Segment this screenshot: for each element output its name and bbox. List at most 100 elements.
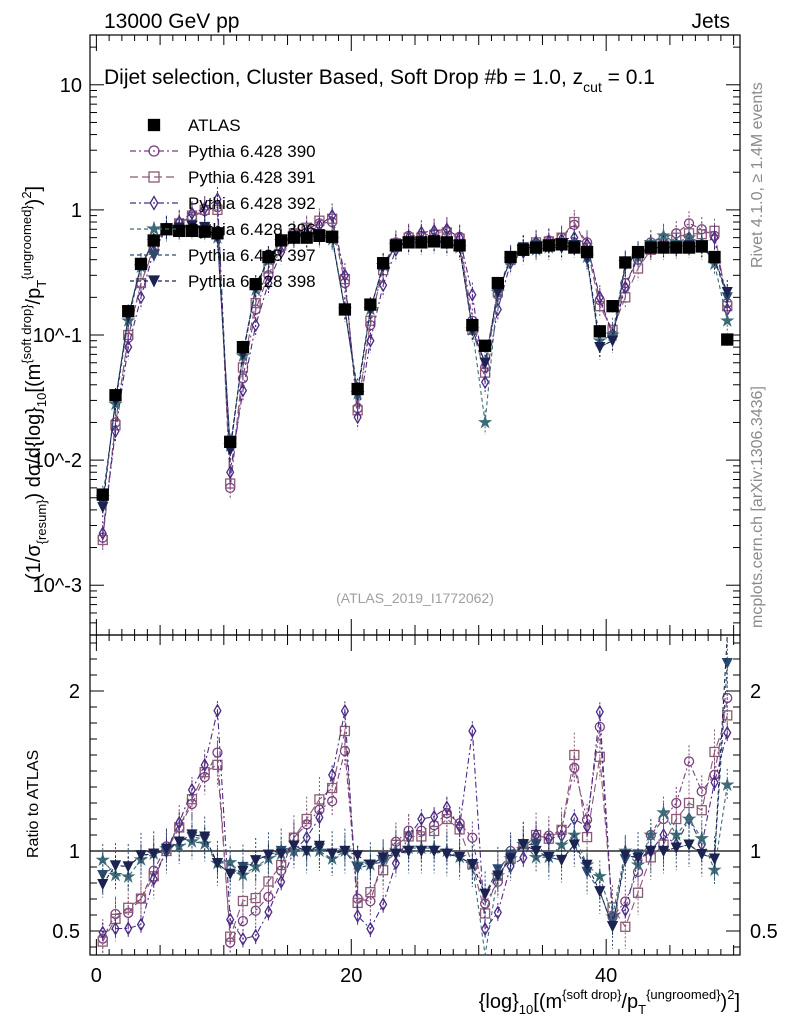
data-point — [656, 228, 671, 242]
ratio-point — [315, 810, 324, 825]
ratio-point — [582, 819, 592, 834]
data-point — [580, 245, 594, 259]
legend-item: Pythia 6.428 391 — [130, 168, 316, 187]
data-point — [264, 275, 273, 291]
ratio-y-tick-label: 1 — [69, 841, 80, 863]
ratio-point — [708, 853, 721, 865]
data-point — [122, 305, 135, 318]
data-point — [402, 236, 415, 249]
ratio-series-6 — [97, 634, 728, 936]
data-point — [477, 414, 493, 429]
legend-label: Pythia 6.428 398 — [188, 272, 316, 291]
y-tick-label: 10^-1 — [33, 325, 82, 347]
ratio-point — [428, 825, 440, 837]
ratio-point — [340, 703, 350, 719]
x-tick-label: 0 — [91, 965, 102, 987]
ratio-point — [364, 859, 376, 871]
data-point — [595, 290, 604, 305]
ratio-series-line — [102, 663, 728, 929]
data-point — [555, 238, 568, 251]
ratio-point — [327, 782, 338, 794]
ratio-point — [594, 751, 605, 762]
legend-marker — [149, 195, 159, 211]
data-point — [251, 317, 260, 333]
ratio-point — [111, 921, 120, 936]
ratio-point — [212, 759, 223, 770]
main-plot-marks — [95, 186, 735, 553]
data-point — [224, 435, 237, 448]
ratio-point — [720, 777, 735, 792]
data-point — [529, 241, 543, 254]
data-point — [708, 250, 721, 264]
data-point — [721, 333, 734, 346]
data-point — [657, 241, 670, 254]
data-point — [491, 276, 504, 290]
data-point — [226, 465, 235, 480]
ratio-point — [709, 746, 720, 758]
ratio-point — [314, 794, 325, 805]
ratio-point — [224, 868, 236, 880]
ratio-point — [454, 852, 466, 864]
ratio-point — [109, 860, 122, 872]
rivet-label: Rivet 4.1.0, ≥ 1.4M events — [749, 82, 766, 268]
ratio-series-1 — [97, 681, 733, 955]
data-point — [338, 303, 352, 316]
data-point — [97, 502, 109, 514]
ratio-point — [543, 852, 555, 864]
ratio-point — [135, 893, 147, 904]
ratio-point — [187, 782, 197, 797]
legend-marker — [147, 249, 161, 262]
ratio-point — [455, 819, 464, 834]
ratio-point — [352, 850, 364, 862]
ratio-y-axis-title: Ratio to ATLAS — [25, 750, 42, 858]
ratio-point — [656, 805, 671, 819]
legend-label: Pythia 6.428 390 — [188, 142, 316, 161]
data-point — [277, 244, 286, 260]
ratio-point — [480, 921, 490, 937]
data-point — [198, 225, 211, 238]
data-point — [134, 257, 148, 271]
ratio-point — [620, 921, 631, 932]
ratio-point — [632, 852, 644, 864]
ratio-point — [250, 892, 261, 904]
data-point — [466, 318, 479, 332]
ratio-point — [186, 829, 198, 841]
ratio-point — [225, 931, 236, 942]
ratio-point — [530, 845, 542, 857]
ratio-point — [352, 863, 364, 875]
legend-item: Pythia 6.428 392 — [130, 194, 316, 213]
data-point — [366, 333, 375, 348]
data-point — [287, 231, 301, 244]
data-point — [468, 287, 477, 302]
data-point — [478, 339, 492, 352]
series-line — [102, 206, 728, 538]
data-point — [97, 534, 108, 546]
ratio-point — [326, 848, 338, 860]
y-tick-label: 10^-2 — [33, 450, 82, 472]
ratio-point — [136, 917, 146, 932]
ratio-point — [632, 887, 644, 898]
data-point — [453, 239, 466, 252]
ratio-point — [492, 870, 504, 882]
legend-label: Pythia 6.428 392 — [188, 194, 316, 213]
data-point — [136, 290, 146, 305]
ratio-point — [710, 775, 719, 790]
ratio-point — [595, 704, 604, 720]
data-point — [109, 389, 122, 402]
data-point — [313, 229, 326, 243]
ratio-point — [199, 831, 211, 843]
ratio-point — [581, 859, 593, 871]
ratio-point — [441, 848, 453, 860]
ratio-point — [160, 843, 173, 855]
data-point — [568, 241, 581, 254]
legend-label: Pythia 6.428 396 — [188, 220, 316, 239]
data-point — [440, 236, 454, 249]
legend-marker — [148, 171, 160, 183]
data-point — [351, 382, 364, 396]
data-point — [98, 526, 107, 541]
data-point — [236, 340, 250, 354]
ratio-series-2 — [97, 692, 733, 955]
ratio-point — [621, 902, 630, 918]
ratio-point — [237, 865, 249, 877]
